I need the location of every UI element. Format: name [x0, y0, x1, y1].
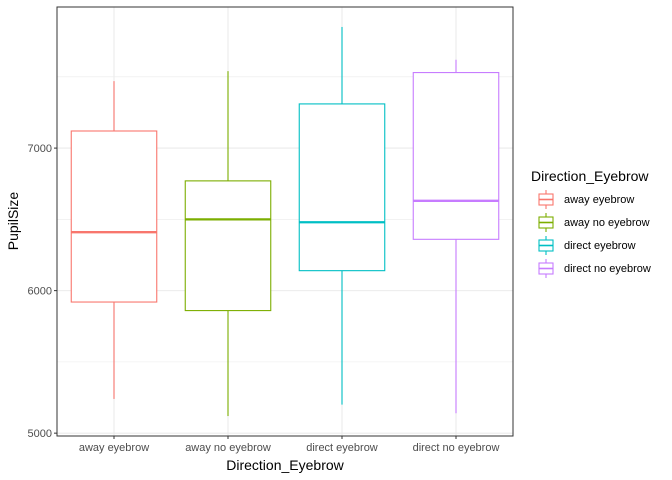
y-axis: 5000 6000 7000: [28, 143, 57, 440]
box-group: [184, 71, 272, 417]
legend-label: away no eyebrow: [564, 217, 650, 229]
legend-label: away eyebrow: [564, 194, 634, 206]
box-group: [70, 81, 158, 399]
y-tick-label: 5000: [28, 428, 52, 440]
x-tick-label: direct no eyebrow: [413, 442, 500, 454]
boxes-layer: [70, 26, 500, 417]
legend-label: direct eyebrow: [564, 240, 636, 252]
legend-item: direct eyebrow: [538, 236, 636, 255]
box-group: [298, 26, 386, 405]
legend-title: Direction_Eyebrow: [531, 168, 649, 184]
legend-item: away eyebrow: [538, 190, 634, 209]
box-iqr: [70, 130, 158, 303]
y-tick-label: 6000: [28, 286, 52, 298]
x-tick-label: away no eyebrow: [185, 442, 271, 454]
legend-item: away no eyebrow: [538, 213, 650, 232]
x-tick-label: direct eyebrow: [306, 442, 378, 454]
box-group: [412, 59, 500, 414]
x-axis-title: Direction_Eyebrow: [226, 457, 344, 473]
y-axis-title: PupilSize: [5, 192, 21, 251]
legend-items: away eyebrow away no eyebrow direct eyebro…: [538, 190, 651, 278]
x-axis: away eyebrow away no eyebrow direct eyebro…: [79, 436, 500, 454]
legend: Direction_Eyebrow away eyebrow away no ey…: [531, 168, 651, 278]
box-iqr: [298, 103, 386, 272]
y-tick-label: 7000: [28, 143, 52, 155]
box-iqr: [412, 72, 500, 240]
legend-item: direct no eyebrow: [538, 259, 651, 278]
box-iqr: [184, 180, 272, 312]
x-tick-label: away eyebrow: [79, 442, 149, 454]
plot-border: [56, 6, 514, 437]
legend-label: direct no eyebrow: [564, 263, 651, 275]
